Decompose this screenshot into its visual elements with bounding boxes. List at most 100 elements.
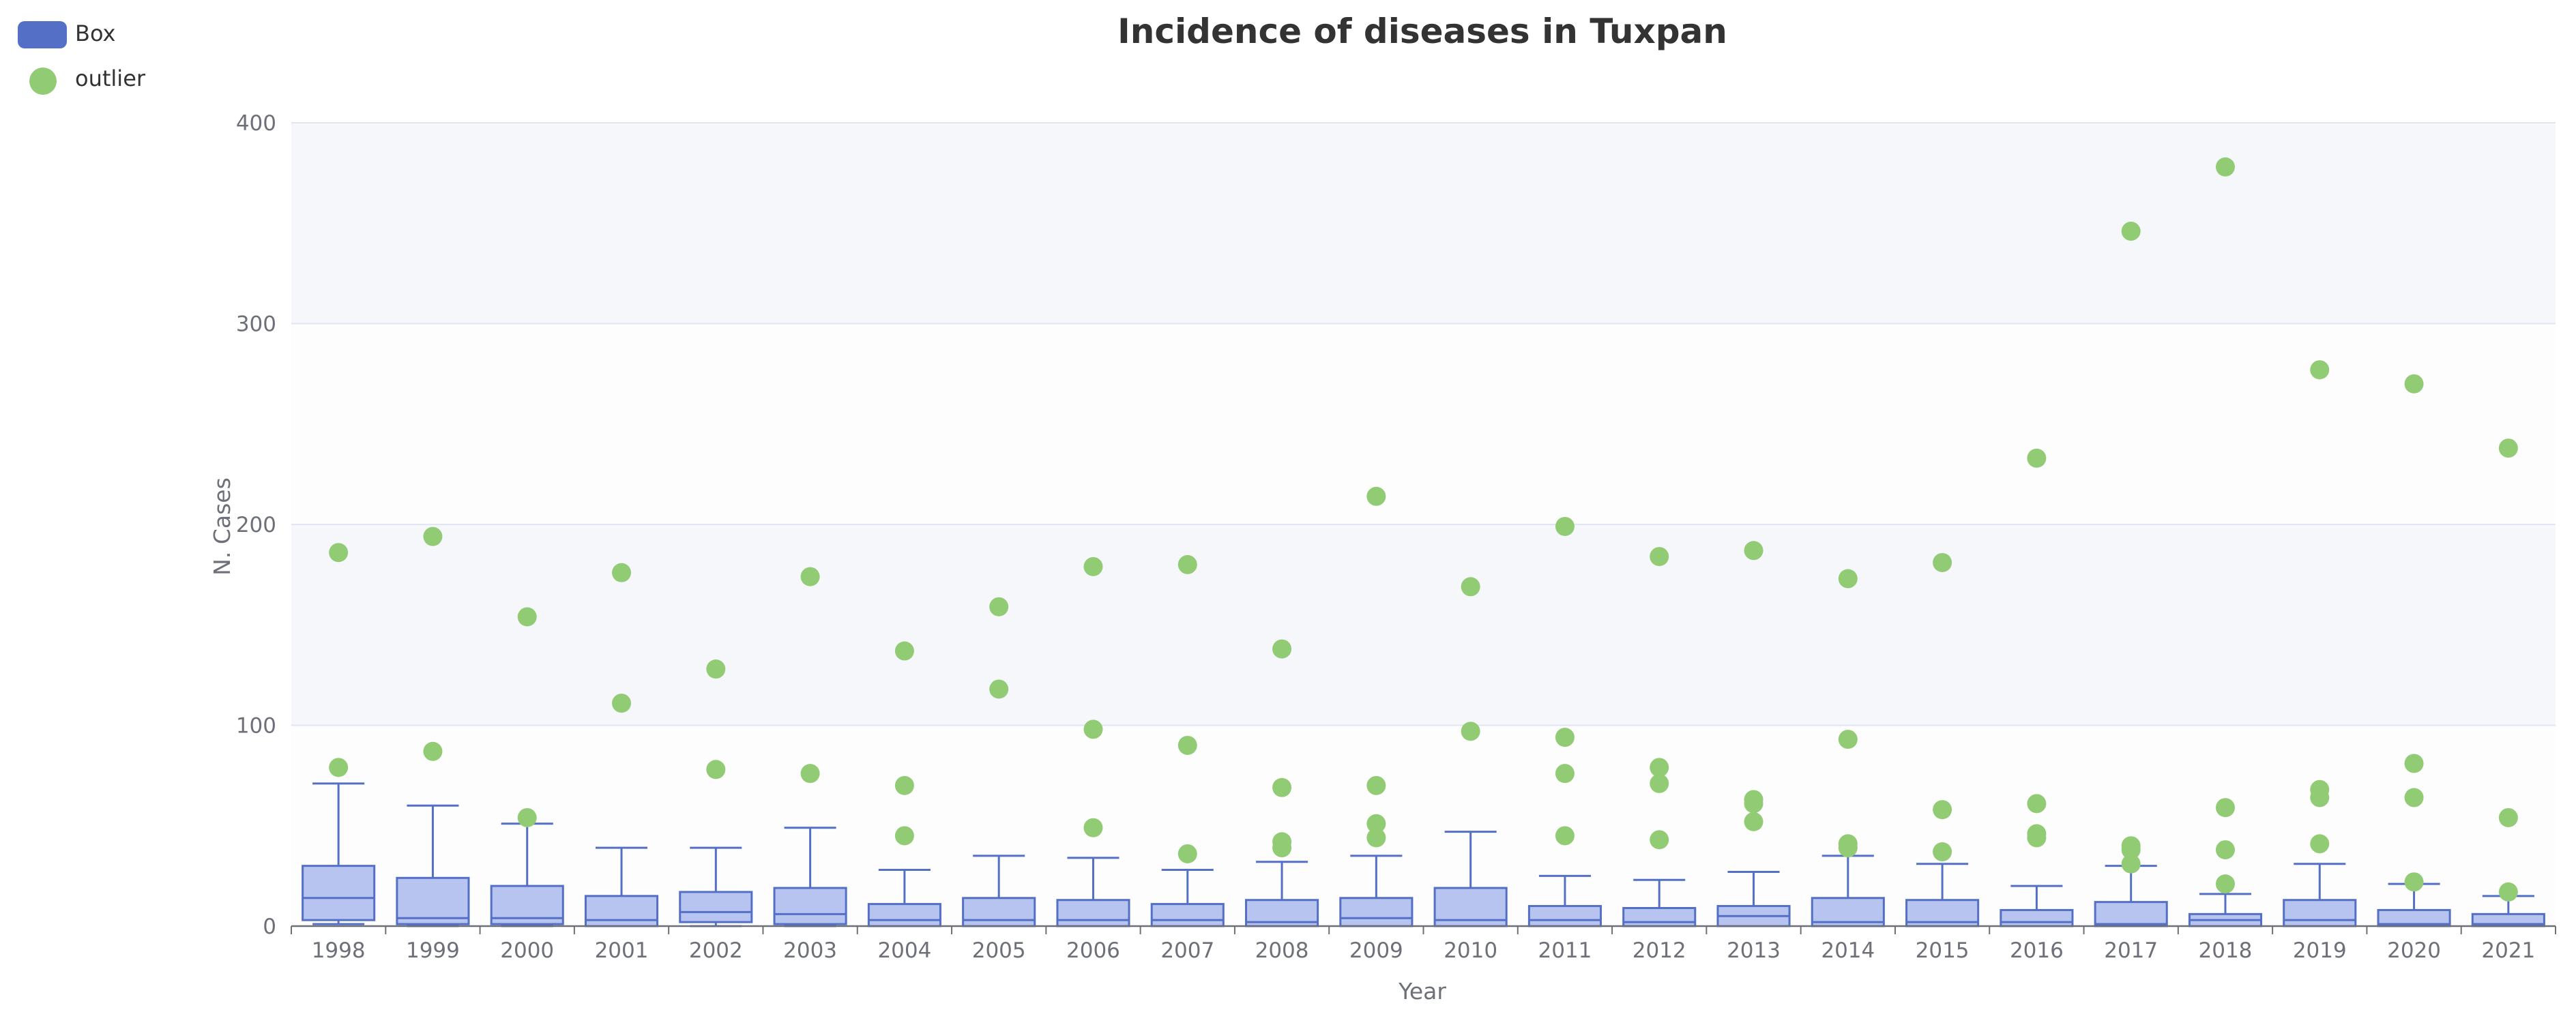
outlier-point[interactable] [1177, 554, 1197, 574]
outlier-point[interactable] [612, 694, 632, 713]
outlier-point[interactable] [894, 641, 914, 661]
box-body [1339, 897, 1414, 927]
box-body [396, 876, 470, 925]
outlier-point[interactable] [2121, 840, 2141, 860]
box-2012[interactable] [1622, 878, 1697, 927]
outlier-point[interactable] [423, 526, 443, 546]
outlier-point[interactable] [894, 826, 914, 846]
outlier-point[interactable] [2215, 798, 2235, 818]
outlier-point[interactable] [1933, 842, 1952, 862]
outlier-point[interactable] [2027, 828, 2047, 848]
outlier-point[interactable] [329, 758, 349, 777]
outlier-point[interactable] [2498, 882, 2518, 902]
x-tick-label: 2018 [2199, 938, 2253, 963]
outlier-point[interactable] [1650, 758, 1669, 777]
outlier-point[interactable] [1838, 730, 1858, 749]
outlier-point[interactable] [1272, 838, 1292, 858]
y-tick-label: 300 [236, 312, 276, 337]
outlier-point[interactable] [800, 567, 820, 586]
outlier-point[interactable] [1366, 814, 1386, 833]
outlier-point[interactable] [1083, 556, 1103, 576]
chart-title: Incidence of diseases in Tuxpan [1117, 12, 1727, 51]
outlier-point[interactable] [2310, 834, 2330, 854]
box-2017[interactable] [2094, 865, 2168, 927]
outlier-point[interactable] [1366, 775, 1386, 795]
x-tick-label: 2013 [1727, 938, 1781, 963]
outlier-point[interactable] [1272, 639, 1292, 659]
outlier-point[interactable] [1838, 569, 1858, 589]
outlier-point[interactable] [1555, 728, 1575, 747]
legend-item-outlier[interactable]: outlier [29, 65, 146, 95]
outlier-point[interactable] [706, 659, 726, 679]
outlier-point[interactable] [2404, 872, 2424, 892]
outlier-point[interactable] [2121, 222, 2141, 241]
box-2018[interactable] [2188, 893, 2263, 927]
outlier-point[interactable] [1083, 719, 1103, 739]
legend-box-swatch [18, 21, 67, 48]
box-2005[interactable] [962, 855, 1036, 927]
background-bands [291, 123, 2556, 926]
outlier-point[interactable] [1461, 722, 1480, 741]
outlier-point[interactable] [2027, 794, 2047, 814]
x-tick-label: 2005 [972, 938, 1026, 963]
outlier-point[interactable] [612, 563, 632, 582]
outlier-point[interactable] [2310, 360, 2330, 380]
outlier-point[interactable] [1838, 838, 1858, 858]
x-tick-label: 2021 [2481, 938, 2535, 963]
outlier-point[interactable] [2404, 754, 2424, 773]
outlier-point[interactable] [1555, 826, 1575, 846]
outlier-point[interactable] [1555, 516, 1575, 536]
outlier-point[interactable] [517, 607, 537, 627]
boxes [302, 782, 2545, 927]
box-2015[interactable] [1905, 863, 1980, 927]
legend-item-box[interactable]: Box [18, 20, 115, 48]
outlier-point[interactable] [2215, 874, 2235, 894]
y-tick-label: 0 [263, 915, 276, 939]
outlier-point[interactable] [989, 597, 1009, 617]
outlier-point[interactable] [1744, 794, 1763, 814]
outlier-point[interactable] [1650, 547, 1669, 567]
box-body [2094, 901, 2168, 927]
outlier-point[interactable] [1272, 777, 1292, 797]
outlier-point[interactable] [1366, 828, 1386, 848]
outlier-point[interactable] [2498, 807, 2518, 827]
outlier-point[interactable] [1177, 735, 1197, 755]
outlier-point[interactable] [1933, 552, 1952, 572]
outlier-point[interactable] [517, 807, 537, 827]
box-2004[interactable] [867, 869, 941, 927]
outlier-point[interactable] [1650, 830, 1669, 850]
outlier-point[interactable] [1177, 844, 1197, 863]
box-2009[interactable] [1339, 855, 1414, 927]
outlier-point[interactable] [2404, 788, 2424, 807]
outlier-point[interactable] [989, 679, 1009, 699]
box-body [1056, 899, 1130, 927]
outlier-point[interactable] [329, 543, 349, 563]
outlier-point[interactable] [2498, 439, 2518, 458]
outlier-point[interactable] [2027, 448, 2047, 468]
outlier-point[interactable] [423, 741, 443, 761]
outlier-point[interactable] [1461, 577, 1480, 597]
outlier-point[interactable] [1744, 812, 1763, 831]
outlier-point[interactable] [1555, 764, 1575, 784]
outlier-point[interactable] [1744, 541, 1763, 561]
box-2008[interactable] [1245, 861, 1319, 927]
outlier-point[interactable] [1366, 486, 1386, 506]
x-tick-label: 2001 [595, 938, 649, 963]
outlier-point[interactable] [894, 775, 914, 795]
outlier-point[interactable] [2121, 854, 2141, 874]
box-1998[interactable] [302, 782, 376, 925]
outlier-point[interactable] [2215, 840, 2235, 860]
outlier-point[interactable] [706, 760, 726, 779]
outlier-point[interactable] [1083, 818, 1103, 837]
box-body [867, 903, 941, 927]
outlier-point[interactable] [2310, 788, 2330, 807]
outlier-point[interactable] [2404, 374, 2424, 393]
outlier-point[interactable] [800, 764, 820, 784]
box-body [679, 891, 753, 923]
legend-outlier-swatch [29, 68, 57, 95]
box-body [1150, 903, 1225, 927]
outlier-point[interactable] [1650, 773, 1669, 793]
outlier-point[interactable] [2215, 157, 2235, 177]
outlier-point[interactable] [1933, 800, 1952, 820]
